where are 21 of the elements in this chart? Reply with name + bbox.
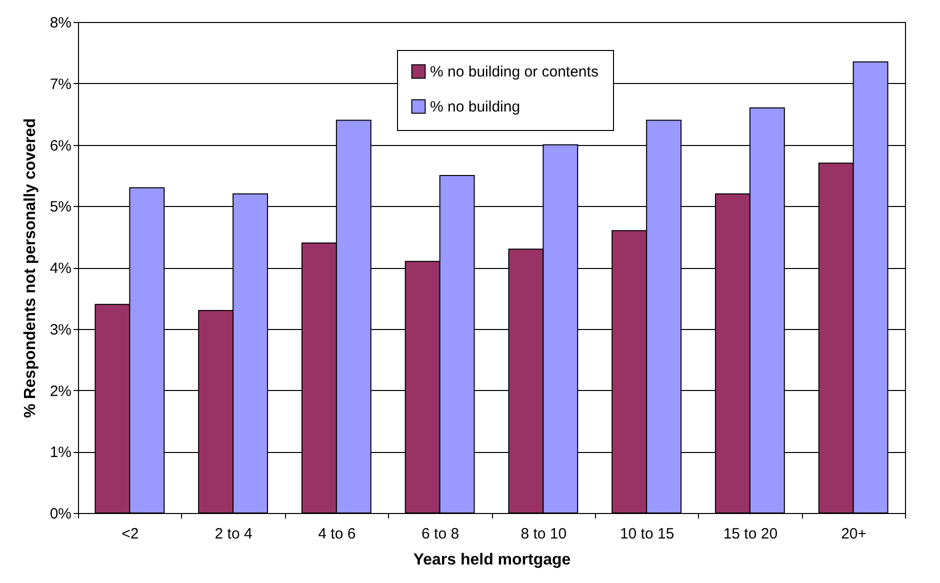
y-tick-label: 2% (50, 382, 72, 400)
x-tick-label: 2 to 4 (214, 526, 252, 542)
y-tick-label: 1% (50, 444, 72, 462)
x-tick-label: 8 to 10 (520, 526, 567, 542)
y-axis-title: % Respondents not personally covered (22, 118, 39, 418)
legend-label: % no building (430, 98, 520, 116)
x-tick-label: 15 to 20 (723, 526, 778, 542)
x-tick-label: 10 to 15 (620, 526, 674, 542)
x-tick-label: 20+ (841, 526, 867, 542)
y-tick-label: 4% (50, 260, 72, 277)
y-tick-label: 6% (50, 137, 72, 154)
y-tick-label: 7% (50, 76, 72, 93)
x-tick-label: 4 to 6 (318, 526, 356, 542)
y-tick-label: 3% (50, 321, 72, 338)
x-axis-title: Years held mortgage (413, 552, 571, 568)
x-tick-label: 6 to 8 (422, 526, 460, 542)
x-tick-label: <2 (122, 526, 139, 542)
legend-label: % no building or contents (430, 64, 598, 80)
y-tick-label: 8% (50, 14, 72, 32)
y-tick-label: 0% (50, 506, 72, 522)
y-tick-label: 5% (50, 198, 72, 216)
